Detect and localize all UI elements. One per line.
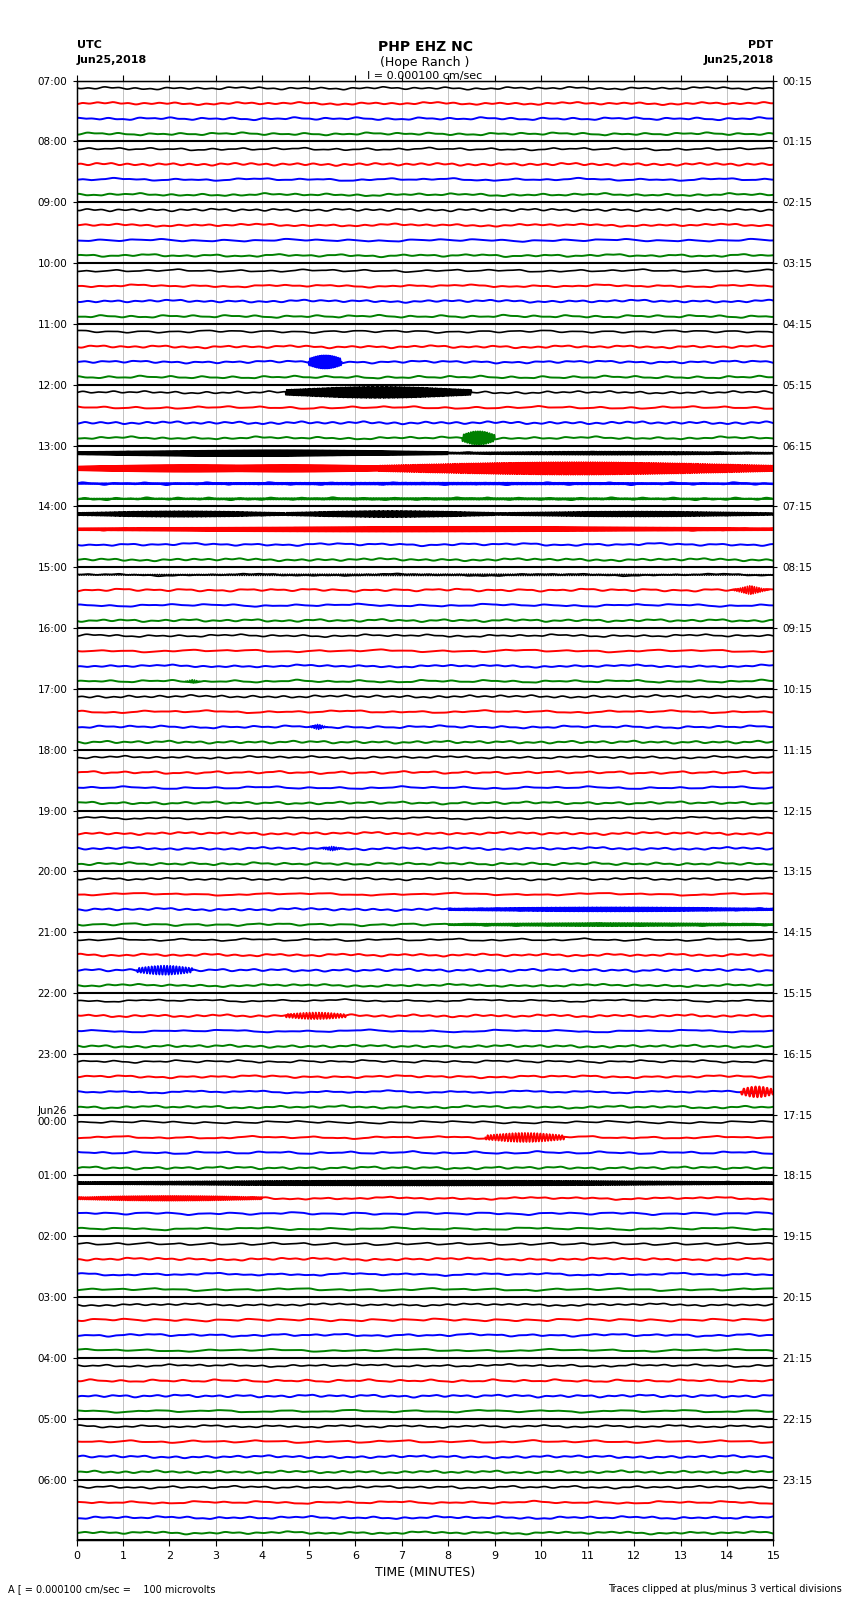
Text: PDT: PDT [748, 40, 774, 50]
Text: Jun25,2018: Jun25,2018 [703, 55, 774, 65]
X-axis label: TIME (MINUTES): TIME (MINUTES) [375, 1566, 475, 1579]
Text: PHP EHZ NC: PHP EHZ NC [377, 40, 473, 55]
Text: A [ = 0.000100 cm/sec =    100 microvolts: A [ = 0.000100 cm/sec = 100 microvolts [8, 1584, 216, 1594]
Text: I = 0.000100 cm/sec: I = 0.000100 cm/sec [367, 71, 483, 81]
Text: Jun25,2018: Jun25,2018 [76, 55, 147, 65]
Text: UTC: UTC [76, 40, 101, 50]
Text: Traces clipped at plus/minus 3 vertical divisions: Traces clipped at plus/minus 3 vertical … [608, 1584, 842, 1594]
Text: (Hope Ranch ): (Hope Ranch ) [380, 56, 470, 69]
